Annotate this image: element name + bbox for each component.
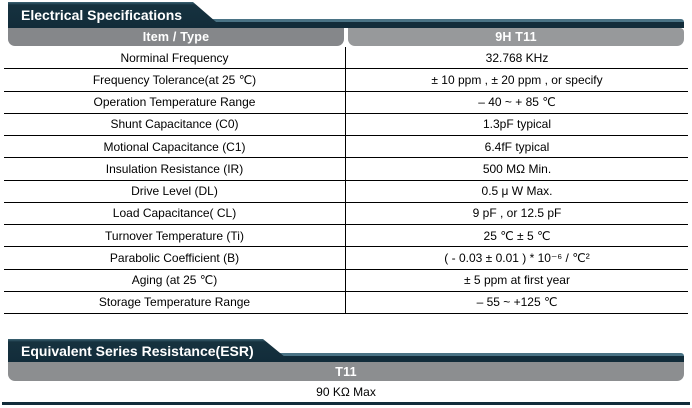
- spec-item-cell: Drive Level (DL): [4, 180, 346, 202]
- column-header-9h-t11: 9H T11: [348, 28, 684, 46]
- table-row: Operation Temperature Range – 40 ~ + 85 …: [4, 91, 688, 114]
- spec-item-cell: Load Capacitance( CL): [4, 202, 346, 224]
- esr-header-bar: [8, 353, 684, 362]
- spec-value-cell: 32.768 KHz: [485, 50, 549, 65]
- table-row: Turnover Temperature (Ti) 25 ℃ ± 5 ℃: [4, 225, 688, 248]
- spec-value-cell: ± 5 ppm at first year: [464, 273, 570, 288]
- table-row: Frequency Tolerance(at 25 ℃) ± 10 ppm , …: [4, 69, 688, 92]
- column-header-item-type: Item / Type: [8, 28, 344, 46]
- spec-value-cell: 0.5 μ W Max.: [481, 184, 553, 199]
- table-row: Storage Temperature Range – 55 ~ +125 ℃: [4, 291, 688, 314]
- bottom-divider: [2, 402, 690, 405]
- spec-value-cell: ± 10 ppm , ± 20 ppm , or specify: [431, 72, 603, 87]
- spec-item-cell: Shunt Capacitance (C0): [4, 113, 346, 135]
- table-row: Parabolic Coefficient (B) ( - 0.03 ± 0.0…: [4, 247, 688, 270]
- spec-item-cell: Turnover Temperature (Ti): [4, 225, 346, 247]
- spec-value-cell: ( - 0.03 ± 0.01 ) * 10⁻⁶ / ℃²: [444, 250, 590, 265]
- table-row: Insulation Resistance (IR) 500 MΩ Min.: [4, 158, 688, 181]
- table-row: Load Capacitance( CL) 9 pF , or 12.5 pF: [4, 202, 688, 225]
- spec-item-cell: Norminal Frequency: [4, 47, 346, 69]
- table-row: Norminal Frequency 32.768 KHz: [4, 47, 688, 70]
- spec-value-cell: 1.3pF typical: [482, 117, 552, 132]
- table-row: Aging (at 25 ℃) ± 5 ppm at first year: [4, 269, 688, 292]
- esr-section-title: Equivalent Series Resistance(ESR): [21, 342, 254, 359]
- electrical-section-tab: Electrical Specifications: [8, 2, 223, 28]
- spec-value-cell: – 40 ~ + 85 ℃: [478, 95, 556, 110]
- spec-value-cell: 6.4fF typical: [484, 139, 550, 154]
- table-row: Motional Capacitance (C1) 6.4fF typical: [4, 136, 688, 159]
- esr-value-cell: 90 KΩ Max: [316, 384, 376, 399]
- electrical-header-bar: [8, 19, 684, 28]
- spec-value-cell: 25 ℃ ± 5 ℃: [483, 228, 551, 243]
- spec-value-cell: – 55 ~ +125 ℃: [476, 295, 558, 310]
- spec-item-cell: Operation Temperature Range: [4, 91, 346, 113]
- esr-section-tab: Equivalent Series Resistance(ESR): [8, 339, 291, 362]
- esr-column-header-t11: T11: [8, 362, 684, 381]
- table-row: Shunt Capacitance (C0) 1.3pF typical: [4, 113, 688, 136]
- spec-item-cell: Aging (at 25 ℃): [4, 269, 346, 291]
- electrical-spec-table: Norminal Frequency 32.768 KHz Frequency …: [4, 47, 688, 314]
- spec-item-cell: Motional Capacitance (C1): [4, 136, 346, 158]
- table-row: Drive Level (DL) 0.5 μ W Max.: [4, 180, 688, 203]
- electrical-section-title: Electrical Specifications: [21, 7, 183, 23]
- spec-item-cell: Frequency Tolerance(at 25 ℃): [4, 69, 346, 91]
- spec-value-cell: 500 MΩ Min.: [482, 161, 552, 176]
- spec-item-cell: Storage Temperature Range: [4, 291, 346, 313]
- spec-item-cell: Parabolic Coefficient (B): [4, 247, 346, 269]
- spec-value-cell: 9 pF , or 12.5 pF: [472, 206, 562, 221]
- spec-item-cell: Insulation Resistance (IR): [4, 158, 346, 180]
